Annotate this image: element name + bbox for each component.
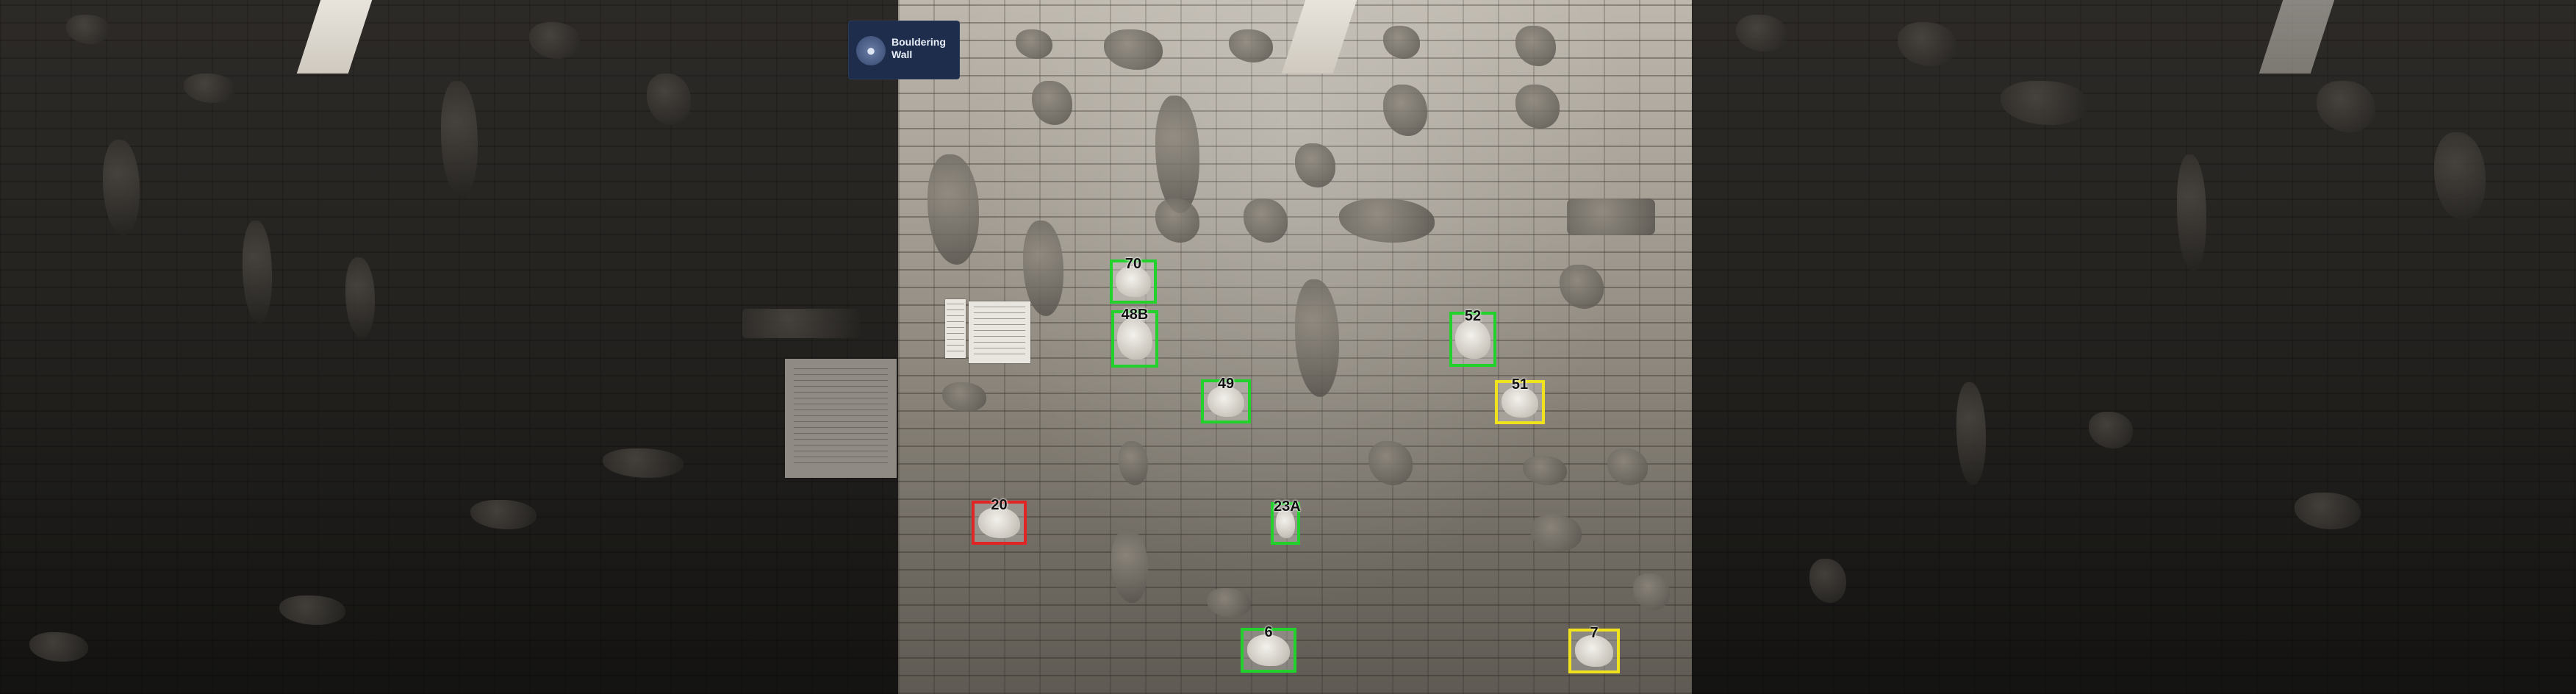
hold [103,140,140,235]
hold [29,632,88,662]
hold [603,448,684,478]
hold [1295,143,1335,187]
hold-label: 49 [1217,376,1235,392]
hold [647,74,691,125]
hold [1523,456,1567,485]
hold [1515,85,1560,129]
notice-paper [945,299,966,358]
hold [1207,588,1251,618]
hold [1530,515,1582,551]
hold [1119,441,1148,485]
hold-label: 7 [1590,625,1599,641]
notice-paper [785,359,897,478]
hold-box-7[interactable]: 7 [1568,625,1620,673]
hold [1111,529,1148,603]
hold [928,154,979,265]
hold [2177,154,2206,272]
climber-logo-icon: ● [856,36,886,65]
hold-label: 51 [1511,376,1529,393]
hold [345,257,375,338]
hold-box-48B[interactable]: 48B [1111,307,1158,368]
hold-box-6[interactable]: 6 [1241,624,1296,673]
hold [1956,382,1986,485]
hold-box-49[interactable]: 49 [1201,376,1251,423]
left-wall-panel [0,0,898,694]
hold [470,500,537,529]
right-wall-panel [1692,0,2576,694]
hold [1023,221,1063,316]
hold [529,22,581,59]
hold-box-51[interactable]: 51 [1495,376,1545,424]
hold-label: 48B [1121,307,1149,323]
center-wall-panel [898,0,1692,694]
hold [1809,559,1846,603]
hold-box-52[interactable]: 52 [1449,308,1496,367]
hold-box-23A[interactable]: 23A [1271,498,1301,545]
hold [1736,15,1787,51]
hold [243,221,272,323]
hold [2001,81,2089,125]
hold [1383,85,1427,136]
hold-label: 20 [991,497,1008,513]
hold [1229,29,1273,62]
hold [1560,265,1604,309]
hold [2089,412,2133,448]
hold [1032,81,1072,125]
hold [1515,26,1556,66]
hold [1155,96,1199,213]
hold [942,382,986,412]
hold [66,15,110,44]
hold-label: 52 [1464,308,1482,324]
hold [1898,22,1956,66]
hold [1295,279,1339,397]
hold [1383,26,1420,59]
bouldering-wall-sign: ● Bouldering Wall [849,21,959,79]
hold-label: 23A [1274,498,1301,515]
notice-paper [969,301,1030,363]
hold [1016,29,1052,59]
ledge [742,309,860,338]
hold [1104,29,1163,70]
hold [1607,448,1648,485]
hold [1368,441,1413,485]
ledge [1567,198,1655,235]
sign-text: Bouldering Wall [891,36,946,60]
hold [2434,132,2486,221]
hold-label: 70 [1124,256,1142,272]
hold [441,81,478,198]
hold [1339,198,1435,243]
hold [1633,573,1670,610]
hold [2317,81,2375,132]
hold-box-70[interactable]: 70 [1110,256,1157,304]
hold [1244,198,1288,243]
hold-label: 6 [1264,624,1273,640]
hold [184,74,235,103]
hold [1155,198,1199,243]
hold-box-20[interactable]: 20 [972,497,1027,545]
hold [2295,493,2361,529]
hold [279,595,345,625]
